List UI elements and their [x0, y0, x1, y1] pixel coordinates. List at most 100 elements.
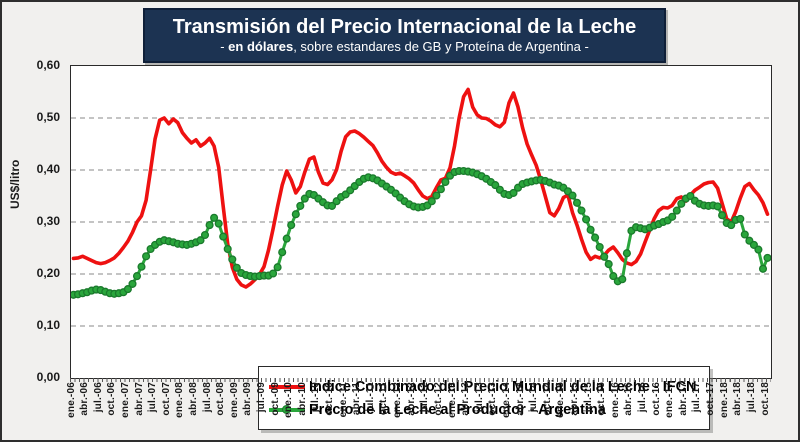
x-tick-label: oct.-13: [487, 382, 499, 416]
data-point-marker: [509, 188, 518, 197]
x-tick-label: ene.-09: [228, 382, 240, 418]
x-tick-label: ene.-17: [664, 382, 676, 418]
x-tick-label: oct.-06: [106, 382, 118, 416]
x-tick-label: abr.-15: [568, 382, 580, 416]
data-point-marker: [622, 249, 631, 258]
legend-item-argentina: Precio de la Leche al Productor - Argent…: [269, 402, 699, 418]
x-tick-label: abr.-09: [242, 382, 254, 416]
x-tick-label: oct.-18: [759, 382, 771, 416]
data-point-marker: [586, 225, 595, 234]
plot-area: Indice Combinado del Precio Mundial de l…: [70, 65, 772, 430]
chart-subtitle: - en dólares, sobre estandares de GB y P…: [220, 39, 589, 55]
data-point-marker: [228, 255, 237, 264]
x-tick-label: jul.-12: [419, 382, 431, 413]
data-point-marker: [291, 210, 300, 219]
x-tick-label: oct.-11: [378, 382, 390, 416]
x-tick-label: ene.-13: [446, 382, 458, 418]
data-point-marker: [618, 275, 627, 284]
x-tick-label: oct.-16: [650, 382, 662, 416]
data-point-marker: [300, 194, 309, 203]
data-point-marker: [591, 233, 600, 242]
x-tick-label: jul.-18: [745, 382, 757, 413]
x-tick-label: oct.-10: [324, 382, 336, 416]
data-point-marker: [296, 201, 305, 210]
data-point-marker: [436, 185, 445, 194]
data-point-marker: [205, 221, 214, 230]
data-point-marker: [327, 201, 337, 210]
x-tick-label: abr.-14: [514, 382, 526, 416]
data-point-marker: [749, 240, 758, 249]
data-point-marker: [577, 206, 586, 215]
data-point-marker: [273, 263, 282, 272]
data-point-marker: [432, 191, 441, 200]
chart-title-box: Transmisión del Precio Internacional de …: [143, 8, 666, 63]
x-tick-label: oct.-15: [596, 382, 608, 416]
data-point-marker: [686, 191, 695, 201]
data-point-marker: [677, 199, 686, 208]
x-tick-label: abr.-11: [351, 382, 363, 416]
data-point-marker: [568, 191, 577, 200]
x-tick-label: abr.-12: [405, 382, 417, 416]
green-line-marker-sample: [269, 404, 305, 416]
y-tick-label: 0,50: [36, 110, 60, 124]
x-tick-label: abr.-07: [133, 382, 145, 416]
data-point-marker: [572, 198, 582, 207]
x-tick-label: abr.-10: [296, 382, 308, 416]
x-tick-label: oct.-07: [160, 382, 172, 416]
x-tick-label: jul.-08: [201, 382, 213, 413]
data-point-marker: [604, 260, 613, 269]
subtitle-bold: en dólares: [228, 39, 294, 55]
x-tick-label: oct.-12: [432, 382, 444, 416]
data-point-marker: [137, 262, 146, 271]
data-point-marker: [278, 248, 287, 257]
data-point-marker: [427, 197, 436, 206]
data-point-marker: [736, 214, 745, 223]
y-tick-label: 0,10: [36, 318, 60, 332]
data-point-marker: [491, 181, 500, 190]
data-point-marker: [582, 215, 591, 224]
x-tick-label: abr.-06: [79, 382, 91, 416]
data-point-marker: [200, 230, 210, 240]
data-point-marker: [763, 253, 771, 262]
data-point-marker: [219, 232, 228, 241]
y-tick-label: 0,00: [36, 370, 60, 384]
subtitle-rest: , sobre estandares de GB y Proteína de A…: [293, 39, 589, 55]
x-tick-label: jul.-15: [582, 382, 594, 413]
line-chart: [71, 87, 771, 327]
legend: Indice Combinado del Precio Mundial de l…: [258, 366, 710, 430]
data-point-marker: [232, 263, 241, 272]
y-tick-label: 0,20: [36, 266, 60, 280]
x-tick-label: ene.-15: [555, 382, 567, 418]
data-point-marker: [754, 245, 763, 254]
chart-title: Transmisión del Precio Internacional de …: [172, 16, 637, 39]
x-tick-label: jul.-14: [528, 382, 540, 413]
data-point-marker: [123, 285, 132, 294]
legend-item-ifcn: Indice Combinado del Precio Mundial de l…: [269, 379, 699, 395]
red-line-sample: [269, 381, 305, 393]
data-point-marker: [713, 202, 722, 211]
data-point-marker: [595, 242, 604, 252]
x-tick-label: jul.-16: [637, 382, 649, 413]
x-tick-label: abr.-08: [187, 382, 199, 416]
y-tick-label: 0,60: [36, 58, 60, 72]
data-point-marker: [132, 272, 142, 281]
x-tick-label: abr.-17: [677, 382, 689, 416]
data-point-marker: [441, 177, 450, 187]
data-point-marker: [282, 234, 291, 243]
x-tick-label: ene.-07: [119, 382, 131, 418]
x-tick-label: oct.-14: [541, 382, 553, 416]
y-tick-label: 0,40: [36, 162, 60, 176]
x-tick-label: oct.-09: [269, 382, 281, 416]
data-point-marker: [142, 252, 151, 261]
x-axis-minor-ticks: [70, 378, 771, 382]
x-tick-label: ene.-10: [283, 382, 295, 418]
data-point-marker: [223, 244, 232, 254]
x-tick-label: jul.-11: [364, 382, 376, 412]
x-tick-label: ene.-12: [392, 382, 404, 418]
x-tick-label: abr.-16: [623, 382, 635, 416]
data-point-marker: [740, 230, 749, 239]
x-tick-label: ene.-11: [337, 382, 349, 418]
series-line-ifcn: [71, 87, 770, 289]
x-tick-label: ene.-16: [609, 382, 621, 418]
